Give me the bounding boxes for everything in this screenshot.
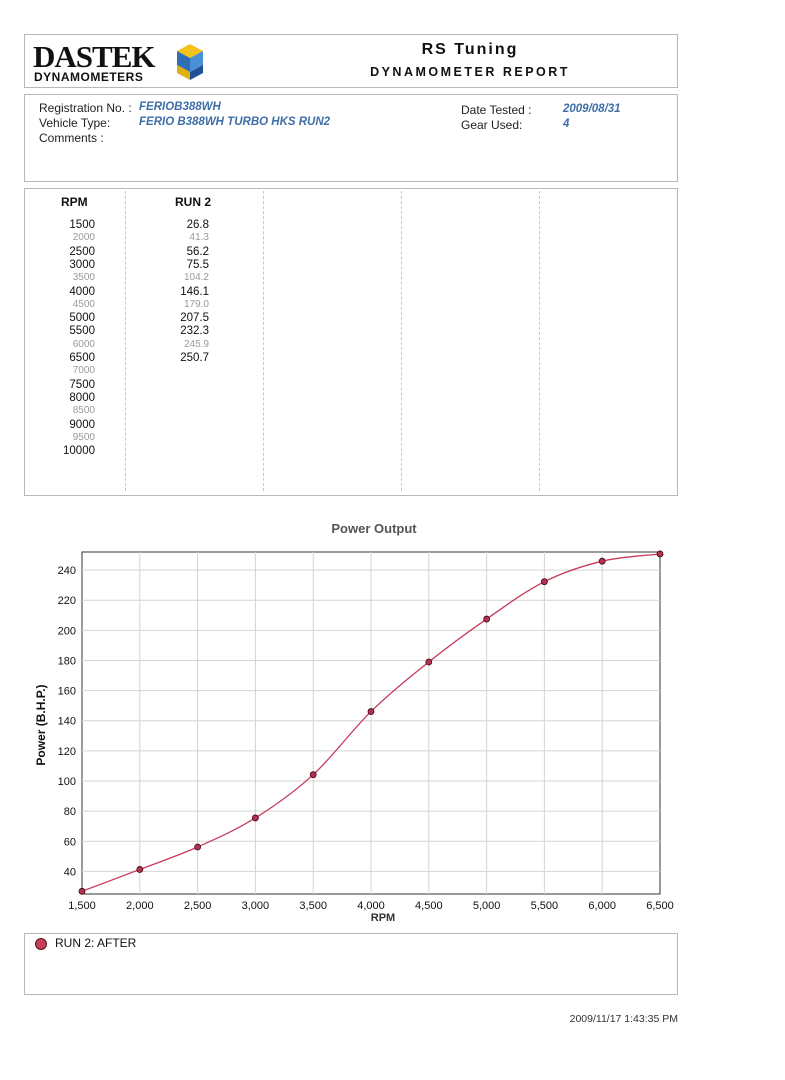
x-tick-label: 2,500 — [184, 900, 212, 912]
run2-cell: 250.7 — [180, 352, 209, 364]
chart-title: Power Output — [331, 521, 417, 536]
rpm-cell: 8000 — [69, 391, 95, 404]
report-title: RS Tuning — [421, 41, 519, 58]
rpm-cell: 6500 — [69, 352, 95, 364]
run2-cell: 75.5 — [186, 258, 209, 271]
run2-cell: 232.3 — [180, 325, 209, 338]
x-tick-label: 5,500 — [531, 900, 559, 912]
x-tick-label: 3,500 — [299, 900, 327, 912]
data-point — [367, 708, 375, 715]
data-point — [136, 866, 144, 873]
x-tick-label: 3,000 — [242, 900, 270, 912]
rpm-cell: 4000 — [69, 285, 95, 298]
column-divider — [263, 191, 264, 491]
vehicle-type-value: FERIO B388WH TURBO HKS RUN2 — [139, 116, 331, 128]
x-axis-label: RPM — [371, 912, 395, 924]
run2-cell: 26.8 — [186, 219, 209, 231]
rpm-cell: 7500 — [69, 378, 95, 391]
chart-legend: RUN 2: AFTER — [24, 933, 678, 995]
y-axis-label: Power (B.H.P.) — [34, 684, 48, 765]
x-tick-label: 4,000 — [357, 900, 385, 912]
y-tick-label: 200 — [58, 625, 76, 637]
legend-label: RUN 2: AFTER — [55, 936, 137, 950]
data-point — [483, 615, 491, 623]
logo-sub: DYNAMOMETERS — [34, 70, 144, 84]
x-tick-label: 5,000 — [473, 900, 501, 912]
rpm-cell: 9000 — [69, 418, 95, 431]
data-point — [194, 843, 202, 851]
logo-word: DASTEK — [33, 39, 155, 74]
y-tick-label: 140 — [58, 716, 76, 728]
run2-cell: 207.5 — [180, 312, 209, 325]
vehicle-type-label: Vehicle Type: — [39, 116, 111, 130]
data-point — [425, 658, 433, 666]
power-output-chart: Power Output 40 60 80 100 120 140 160 180 200 220… — [34, 521, 674, 924]
rpm-cell: 3000 — [69, 258, 95, 271]
run2-cell: 179.0 — [183, 298, 209, 310]
y-tick-label: 40 — [64, 866, 76, 878]
x-tick-label: 4,500 — [415, 900, 443, 912]
rpm-cell: 9500 — [72, 431, 95, 443]
report-header: DASTEK DYNAMOMETERS RS Tuning DYNAMOMETE… — [24, 34, 678, 88]
report-timestamp: 2009/11/17 1:43:35 PM — [569, 1013, 678, 1025]
rpm-cell: 5000 — [69, 312, 95, 325]
rpm-cell: 2500 — [69, 245, 95, 258]
rpm-cell: 3500 — [72, 272, 95, 284]
run2-cell: 56.2 — [186, 245, 209, 258]
run2-cell: 41.3 — [189, 232, 209, 244]
y-tick-label: 100 — [58, 776, 76, 788]
rpm-cell: 4500 — [72, 298, 95, 310]
data-point — [598, 557, 606, 565]
column-divider — [539, 191, 540, 491]
data-point — [656, 550, 664, 558]
run2-cell: 104.2 — [183, 272, 209, 284]
data-point — [309, 771, 317, 779]
comments-label: Comments : — [39, 131, 104, 145]
column-divider — [401, 191, 402, 491]
rpm-cell: 8500 — [72, 405, 95, 417]
x-tick-label: 6,500 — [646, 900, 674, 912]
rpm-cell: 5500 — [69, 325, 95, 338]
data-point — [251, 814, 259, 822]
legend-marker-icon — [35, 938, 47, 950]
rpm-cell: 10000 — [63, 445, 95, 458]
cube-logo-icon — [177, 44, 203, 80]
run2-cell: 245.9 — [183, 338, 209, 350]
rpm-cell: 6000 — [72, 338, 95, 350]
y-tick-label: 220 — [58, 595, 76, 607]
y-tick-label: 160 — [58, 686, 76, 698]
date-tested-label: Date Tested : — [461, 103, 532, 117]
run2-column-header: RUN 2 — [175, 195, 212, 209]
y-tick-label: 240 — [58, 565, 76, 577]
column-divider — [125, 191, 126, 491]
x-tick-label: 2,000 — [126, 900, 154, 912]
registration-label: Registration No. : — [39, 101, 132, 115]
data-point — [541, 578, 548, 586]
gear-used-value: 4 — [563, 118, 570, 130]
rpm-column-header: RPM — [61, 195, 88, 209]
data-point — [78, 887, 86, 895]
run2-cell: 146.1 — [180, 285, 209, 298]
report-subtitle: DYNAMOMETER REPORT — [370, 65, 570, 79]
y-tick-label: 180 — [58, 655, 76, 667]
dastek-logo: DASTEK DYNAMOMETERS — [33, 39, 203, 84]
y-tick-label: 80 — [64, 806, 76, 818]
results-table: RPM RUN 2 1500 2000 2500 3000 3500 4000 4500 50… — [24, 188, 678, 496]
rpm-cell: 1500 — [69, 219, 95, 231]
vehicle-info: Registration No. : FERIOB388WH Vehicle T… — [24, 94, 678, 182]
x-tick-label: 6,000 — [588, 900, 616, 912]
date-tested-value: 2009/08/31 — [563, 103, 621, 115]
registration-value: FERIOB388WH — [139, 101, 221, 113]
rpm-cell: 2000 — [72, 232, 95, 244]
y-tick-label: 60 — [64, 836, 76, 848]
rpm-cell: 7000 — [72, 365, 95, 377]
x-tick-label: 1,500 — [68, 900, 96, 912]
y-tick-label: 120 — [58, 746, 76, 758]
gear-used-label: Gear Used: — [461, 118, 523, 132]
